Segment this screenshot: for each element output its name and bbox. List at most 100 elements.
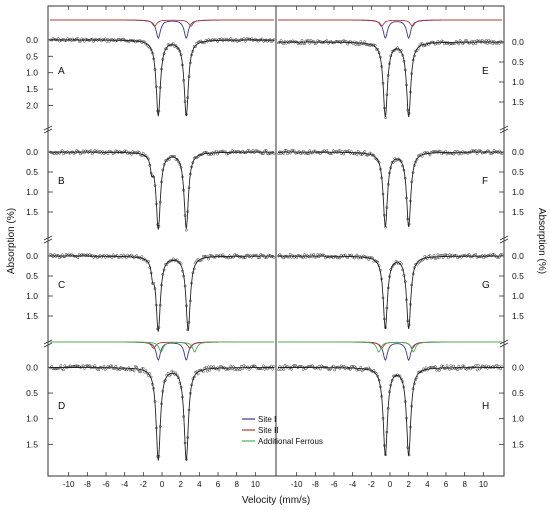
- data-point-B: [109, 150, 112, 154]
- y-tick-label-C-2: 1.0: [26, 291, 38, 301]
- component-line-E-site2: [278, 19, 502, 27]
- y-axis-label-right: Absorption (%): [536, 208, 547, 274]
- data-point-B: [136, 150, 140, 154]
- data-point-G: [367, 258, 370, 261]
- x-tick-label-left-5: 0: [160, 480, 165, 489]
- y-tick-label-C-3: 1.5: [26, 311, 38, 321]
- data-point-B: [90, 152, 94, 156]
- data-point-D: [251, 364, 255, 368]
- data-point-D: [135, 365, 139, 369]
- data-point-F: [437, 149, 441, 153]
- data-point-F: [428, 153, 432, 157]
- data-point-H: [338, 366, 342, 370]
- x-tick-label-right-7: 4: [425, 480, 430, 489]
- y-tick-label-D-3: 1.5: [26, 439, 38, 449]
- data-point-D: [218, 365, 222, 368]
- data-point-H: [495, 363, 499, 367]
- y-tick-label-H-0: 0.0: [512, 362, 524, 372]
- data-point-B: [170, 155, 174, 158]
- axis-break-A-b: [43, 128, 53, 134]
- y-tick-label-G-3: 1.5: [512, 311, 524, 321]
- data-point-A: [124, 39, 128, 43]
- data-point-E: [299, 42, 303, 46]
- data-point-G: [436, 253, 440, 257]
- data-point-B: [217, 150, 221, 154]
- data-point-B: [243, 151, 247, 155]
- data-point-D: [102, 364, 106, 368]
- data-point-H: [290, 367, 293, 371]
- fit-line-C: [50, 255, 274, 332]
- data-point-H: [311, 364, 314, 368]
- data-point-C: [242, 256, 246, 260]
- data-point-H: [456, 368, 459, 372]
- data-point-E: [307, 39, 310, 42]
- data-point-G: [467, 253, 471, 256]
- data-point-G: [418, 260, 421, 264]
- axis-break-B-a: [43, 235, 53, 241]
- data-point-F: [360, 153, 364, 157]
- data-point-A: [89, 38, 93, 41]
- data-point-D: [229, 364, 233, 368]
- y-axis-label-left: Absorption (%): [6, 208, 17, 274]
- data-point-F: [286, 152, 289, 156]
- data-point-C: [130, 253, 133, 257]
- y-tick-label-F-2: 1.0: [512, 187, 524, 197]
- x-tick-label-right-1: -8: [312, 480, 320, 489]
- data-point-H: [424, 366, 428, 370]
- fit-line-H: [278, 367, 502, 456]
- data-point-C: [235, 254, 239, 258]
- data-point-D: [59, 364, 63, 367]
- x-tick-label-right-6: 2: [406, 480, 411, 489]
- data-point-G: [307, 255, 310, 258]
- data-point-F: [342, 152, 346, 156]
- data-point-D: [111, 367, 115, 370]
- y-tick-label-E-3: 1.5: [512, 97, 524, 107]
- data-point-G: [335, 256, 339, 260]
- data-point-C: [203, 254, 207, 258]
- data-point-H: [335, 365, 339, 369]
- data-point-C: [76, 256, 80, 260]
- data-point-H: [496, 366, 500, 370]
- y-tick-label-D-2: 1.0: [26, 414, 38, 424]
- data-point-H: [440, 364, 444, 368]
- data-point-D: [252, 364, 256, 368]
- data-point-B: [56, 151, 60, 154]
- data-point-F: [291, 149, 295, 152]
- panel-label-F: F: [482, 176, 488, 187]
- data-point-H: [474, 364, 478, 367]
- axis-break-B-b: [43, 238, 53, 244]
- data-point-C: [233, 253, 237, 256]
- y-tick-label-A-3: 1.5: [26, 84, 38, 94]
- data-point-C: [177, 260, 180, 264]
- panel-label-D: D: [58, 401, 65, 412]
- data-point-G: [350, 253, 353, 257]
- data-point-F: [298, 150, 301, 153]
- panel-label-B: B: [58, 176, 65, 187]
- data-point-D: [209, 365, 213, 368]
- data-point-B: [141, 151, 145, 155]
- data-point-E: [457, 42, 461, 46]
- x-tick-label-left-7: 4: [197, 480, 202, 489]
- data-point-E: [419, 42, 423, 46]
- data-point-H: [475, 368, 479, 372]
- fit-line-G: [278, 255, 502, 329]
- data-point-D: [141, 366, 145, 370]
- data-point-B: [224, 150, 227, 154]
- data-point-A: [70, 39, 73, 42]
- data-point-G: [312, 253, 316, 256]
- data-point-D: [139, 370, 142, 374]
- data-point-H: [372, 368, 376, 372]
- data-point-B: [175, 158, 179, 161]
- y-tick-label-C-1: 0.5: [26, 271, 38, 281]
- data-point-D: [103, 368, 107, 371]
- data-point-B: [62, 152, 65, 156]
- data-point-A: [128, 38, 132, 42]
- axis-break-E-a: [499, 125, 509, 131]
- data-point-D: [96, 367, 99, 371]
- data-point-C: [260, 254, 264, 257]
- data-point-C: [62, 255, 65, 259]
- data-point-E: [356, 43, 360, 46]
- x-tick-label-left-2: -6: [102, 480, 110, 489]
- data-point-H: [295, 365, 299, 369]
